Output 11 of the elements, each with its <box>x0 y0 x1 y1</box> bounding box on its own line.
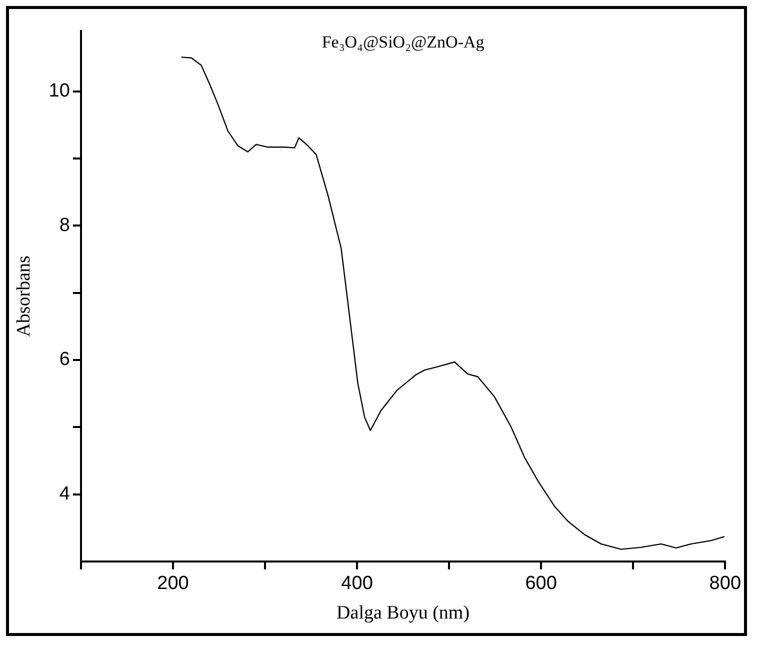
y-axis-title: Absorbans <box>13 256 34 337</box>
x-tick-label: 200 <box>157 573 189 594</box>
x-tick-label: 400 <box>341 573 373 594</box>
y-tick-label: 4 <box>59 483 70 504</box>
y-tick-label: 6 <box>59 349 70 370</box>
x-tick-label: 600 <box>525 573 557 594</box>
chart-title: Fe₃O₄@SiO₂@ZnO-Ag <box>322 32 485 52</box>
x-axis-title: Dalga Boyu (nm) <box>336 602 470 624</box>
y-tick-label: 8 <box>59 214 70 236</box>
y-tick-label: 10 <box>48 80 70 102</box>
x-tick-label: 800 <box>709 573 741 594</box>
